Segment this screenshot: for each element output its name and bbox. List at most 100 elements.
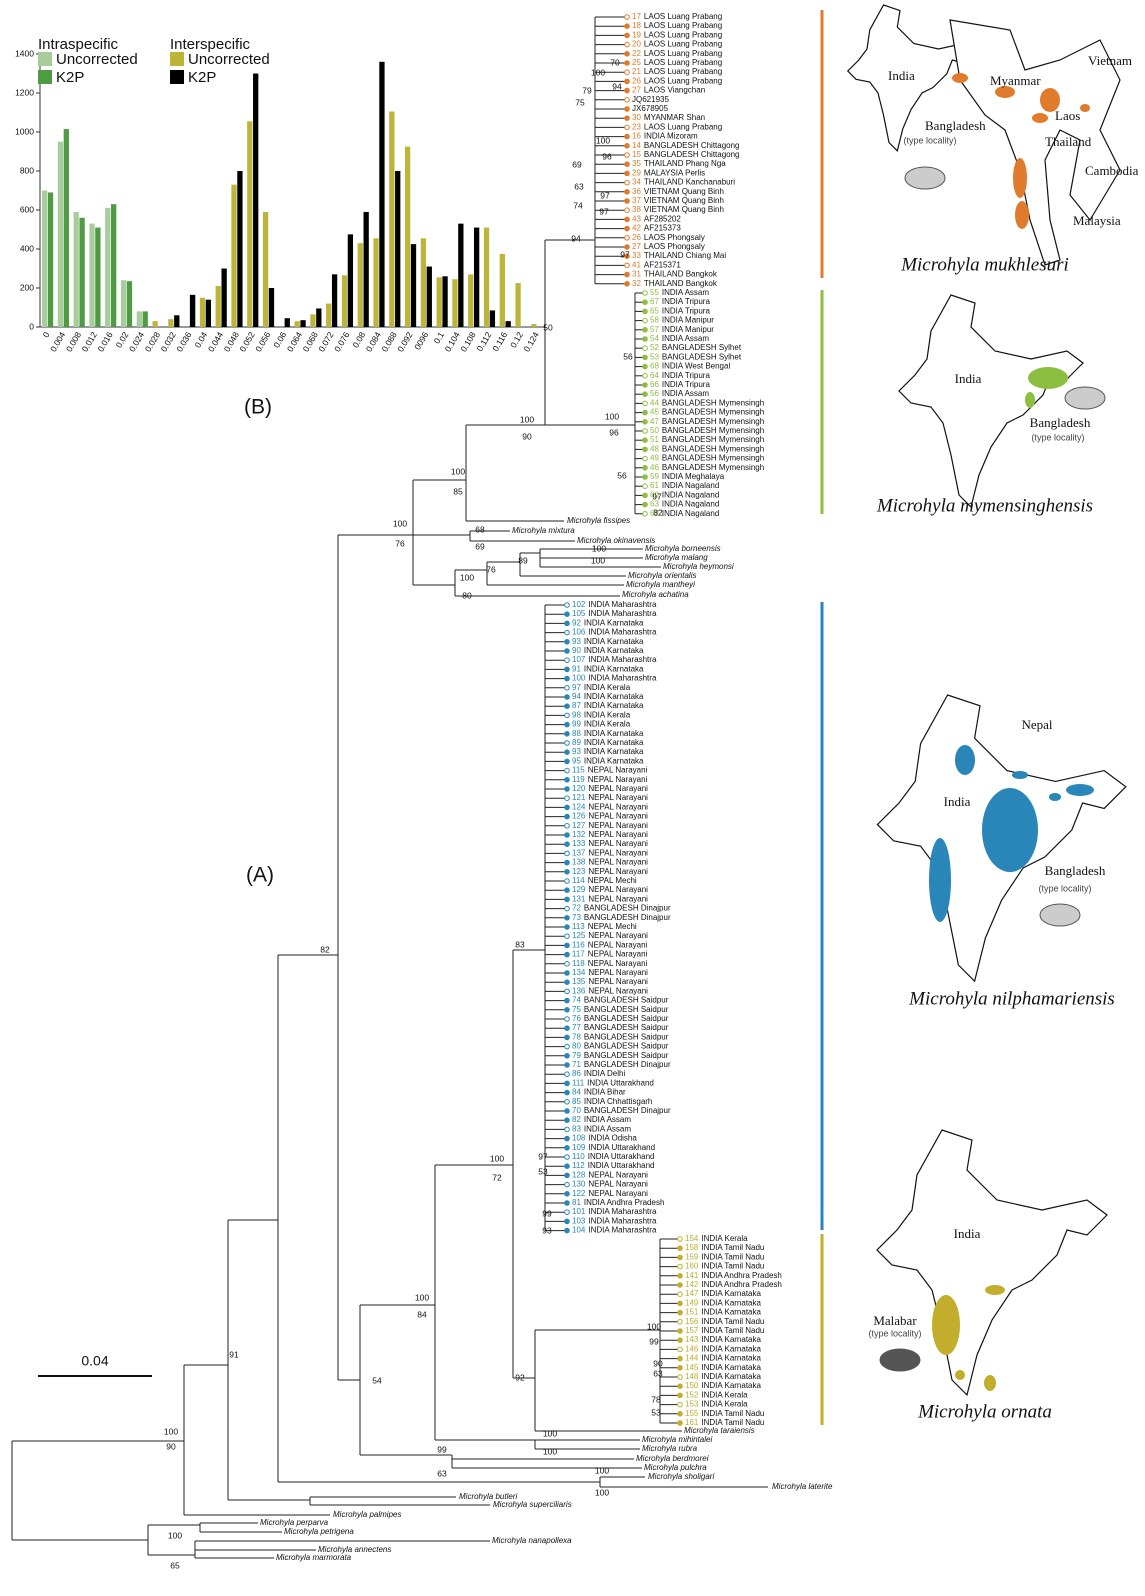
tip-locality: INDIA Kerala	[584, 711, 631, 720]
tip-marker	[565, 934, 570, 939]
tip-locality: LAOS Luang Prabang	[644, 21, 722, 30]
support-value: 54	[372, 1375, 382, 1385]
tip-id: 125	[572, 931, 586, 940]
support-value: 100	[393, 518, 407, 528]
tip-locality: BANGLADESH Chittagong	[644, 150, 740, 159]
tip-id: 31	[632, 270, 641, 279]
tip-locality: NEPAL Narayani	[588, 812, 648, 821]
tip-id: 54	[650, 334, 659, 343]
bar	[237, 171, 242, 327]
tip-locality: NEPAL Narayani	[588, 867, 648, 876]
bar	[152, 321, 157, 327]
tip-marker	[678, 1338, 683, 1343]
map-place: Nepal	[1021, 717, 1052, 732]
tip-locality: INDIA Tripura	[662, 307, 711, 316]
support-value: 68	[475, 524, 485, 534]
tip-marker	[678, 1384, 683, 1389]
support-value: 91	[229, 1349, 239, 1359]
tip-locality: NEPAL Narayani	[588, 1189, 648, 1198]
tip-marker	[625, 171, 630, 176]
bar	[342, 275, 347, 327]
tip-locality: INDIA Karnataka	[584, 637, 644, 646]
tip-locality: INDIA Nagaland	[662, 509, 719, 518]
tip-marker	[565, 1201, 570, 1206]
tip-marker	[643, 337, 648, 342]
distribution-area	[1028, 367, 1068, 389]
bar	[221, 269, 226, 328]
tip-label: JX678905	[632, 104, 669, 113]
support-value: 97	[620, 249, 630, 259]
tip-marker	[625, 282, 630, 287]
support-value: 96	[609, 427, 619, 437]
tip-marker	[678, 1366, 683, 1371]
tip-label: 103INDIA Maharashtra	[572, 1217, 657, 1226]
tip-id: 22	[632, 49, 641, 58]
tip-locality: NEPAL Narayani	[588, 830, 648, 839]
tip-id: 102	[572, 600, 586, 609]
tip-marker	[678, 1393, 683, 1398]
y-tick-label: 200	[20, 282, 34, 292]
tip-label: 104INDIA Maharashtra	[572, 1226, 657, 1235]
tip-marker	[565, 1155, 570, 1160]
tip-label: 41AF215371	[632, 261, 681, 270]
tip-id: 27	[632, 242, 641, 251]
support-value: 78	[651, 1394, 661, 1404]
support-value: 65	[170, 1560, 180, 1570]
tip-marker	[678, 1310, 683, 1315]
tip-locality: AF215373	[644, 224, 681, 233]
tip-locality: NEPAL Narayani	[588, 959, 648, 968]
map-place: (type locality)	[868, 1328, 921, 1338]
tip-id: 151	[685, 1308, 699, 1317]
tip-locality: INDIA Manipur	[662, 325, 714, 334]
tip-marker	[643, 502, 648, 507]
bar	[484, 228, 489, 327]
tip-label: 77BANGLADESH Saidpur	[572, 1023, 669, 1032]
tip-marker	[565, 704, 570, 709]
species-label: Microhyla taraiensis	[684, 1426, 755, 1435]
tip-locality: BANGLADESH Saidpur	[584, 1005, 669, 1014]
tip-marker	[565, 658, 570, 663]
tip-locality: INDIA Andhra Pradesh	[584, 1198, 665, 1207]
tip-locality: LAOS Luang Prabang	[644, 31, 722, 40]
tip-id: 20	[632, 40, 641, 49]
tip-id: 153	[685, 1400, 699, 1409]
tip-label: 130NEPAL Narayani	[572, 1180, 648, 1189]
tip-marker	[565, 916, 570, 921]
panel-label: (A)	[246, 864, 274, 887]
tip-id: 89	[572, 738, 581, 747]
tip-marker	[565, 695, 570, 700]
legend-label: K2P	[56, 69, 84, 86]
map-place: Thailand	[1045, 134, 1092, 149]
tip-label: 106INDIA Maharashtra	[572, 628, 657, 637]
tip-label: 134NEPAL Narayani	[572, 968, 648, 977]
tip-label: 33THAILAND Chiang Mai	[632, 251, 726, 260]
bar	[231, 185, 236, 327]
species-label: Microhyla fissipes	[567, 516, 630, 525]
species-label: Microhyla borneensis	[645, 544, 721, 553]
bar	[95, 228, 100, 327]
tip-locality: BANGLADESH Sylhet	[662, 343, 742, 352]
tip-label: 127NEPAL Narayani	[572, 821, 648, 830]
tip-id: 35	[632, 159, 641, 168]
support-value: 100	[164, 1426, 178, 1436]
support-value: 90	[522, 431, 532, 441]
support-value: 100	[415, 1292, 429, 1302]
tip-label: 108INDIA Odisha	[572, 1134, 637, 1143]
support-value: 97	[652, 491, 662, 501]
tip-marker	[565, 722, 570, 727]
tip-id: 79	[572, 1051, 581, 1060]
tip-label: 43AF285202	[632, 215, 681, 224]
species-label: Microhyla orientalis	[628, 571, 696, 580]
tip-locality: LAOS Phongsaly	[644, 242, 705, 251]
tip-locality: INDIA Uttarakhand	[588, 1143, 655, 1152]
tip-locality: NEPAL Narayani	[588, 821, 648, 830]
distribution-area	[1032, 113, 1048, 123]
tip-id: 25	[632, 58, 641, 67]
tip-locality: INDIA Tamil Nadu	[701, 1262, 764, 1271]
tip-label: 151INDIA Karnataka	[685, 1308, 761, 1317]
tip-marker	[565, 768, 570, 773]
bar	[515, 283, 520, 327]
support-value: 94	[612, 81, 622, 91]
tip-label: 80BANGLADESH Saidpur	[572, 1042, 669, 1051]
support-value: 53	[651, 1407, 661, 1417]
